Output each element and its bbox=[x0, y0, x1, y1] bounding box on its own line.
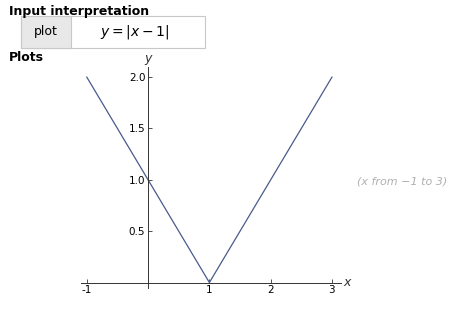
Text: x: x bbox=[343, 276, 350, 289]
Text: y: y bbox=[144, 52, 152, 65]
FancyBboxPatch shape bbox=[21, 16, 71, 48]
Text: Plots: Plots bbox=[9, 51, 44, 64]
Text: plot: plot bbox=[34, 26, 58, 38]
Text: Input interpretation: Input interpretation bbox=[9, 5, 149, 18]
Text: (x from −1 to 3): (x from −1 to 3) bbox=[357, 177, 448, 187]
FancyBboxPatch shape bbox=[21, 16, 205, 48]
Text: $y = |x - 1|$: $y = |x - 1|$ bbox=[100, 23, 170, 41]
